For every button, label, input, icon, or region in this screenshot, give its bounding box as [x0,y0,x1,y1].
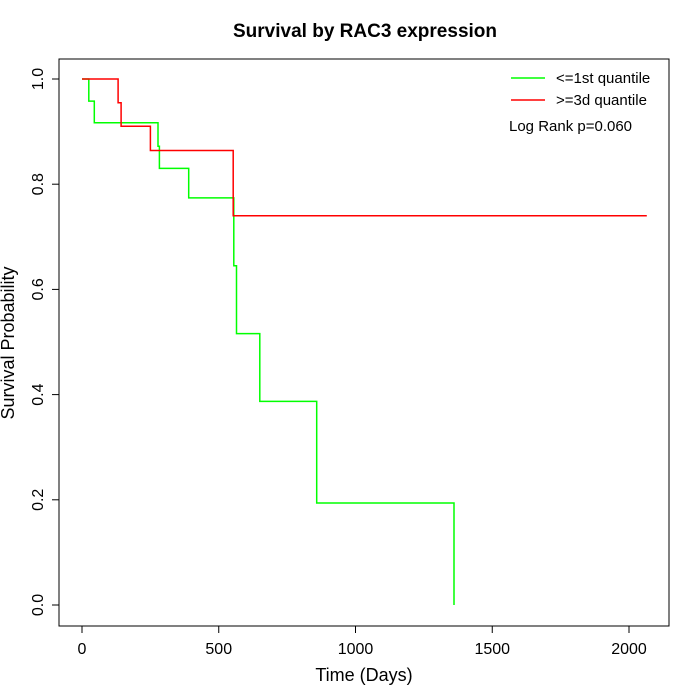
legend: <=1st quantile >=3d quantile [511,70,650,109]
legend-label: >=3d quantile [556,92,647,109]
y-tick-label: 0.2 [30,489,47,511]
y-tick-label: 0.6 [30,278,47,300]
x-tick-label: 0 [78,641,87,658]
series-line-low [82,78,455,605]
y-tick-label: 1.0 [30,68,47,90]
x-tick-label: 1000 [338,641,374,658]
series-line-high [82,78,647,217]
x-tick-label: 2000 [611,641,647,658]
legend-label: <=1st quantile [556,70,650,87]
y-axis: 0.0 0.2 0.4 0.6 0.8 1.0 [30,68,60,616]
y-tick-label: 0.8 [30,173,47,195]
x-tick-label: 500 [205,641,232,658]
series-layer [82,78,647,605]
x-tick-label: 1500 [474,641,510,658]
x-axis: 0 500 1000 1500 2000 [78,625,647,658]
log-rank-annotation: Log Rank p=0.060 [509,118,632,135]
y-tick-label: 0.0 [30,594,47,616]
y-axis-label: Survival Probability [0,266,18,419]
y-tick-label: 0.4 [30,383,47,405]
x-axis-label: Time (Days) [315,665,412,685]
chart-title: Survival by RAC3 expression [233,21,497,42]
